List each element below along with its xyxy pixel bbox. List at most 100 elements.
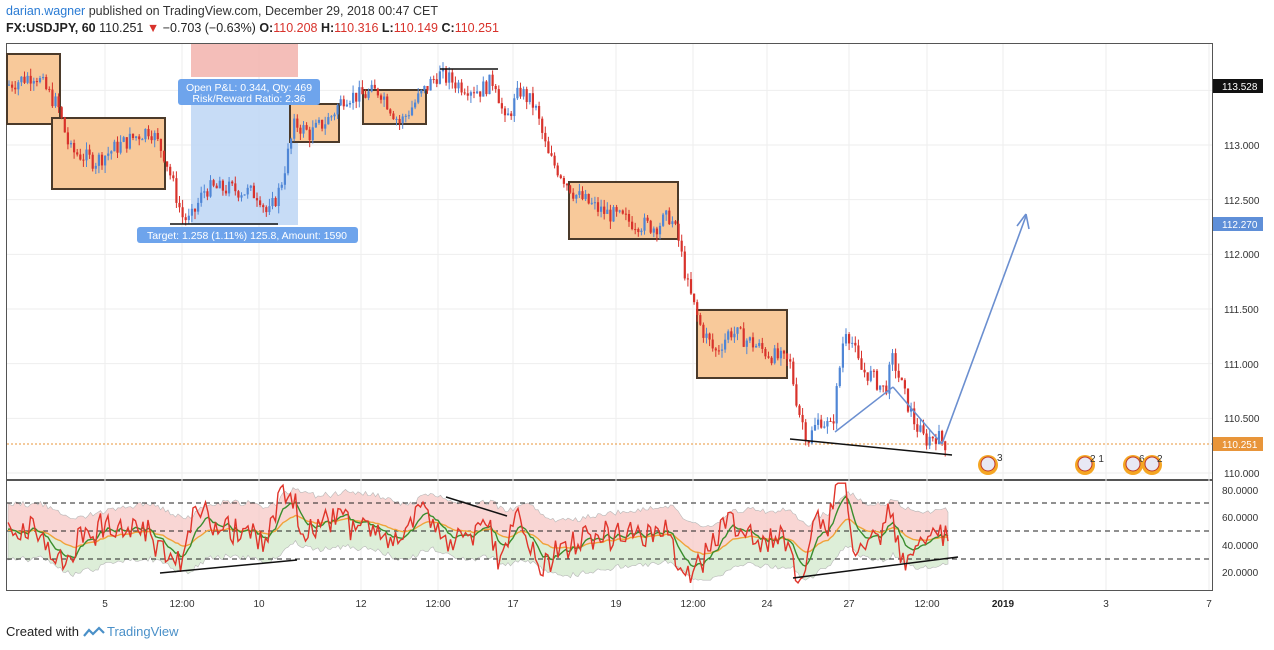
symbol-name[interactable]: FX:USDJPY, 60 — [6, 21, 96, 35]
candle-body — [138, 136, 141, 140]
candle-body — [764, 348, 767, 357]
candle-body — [383, 96, 386, 100]
candle-body — [888, 364, 891, 394]
candle-body — [603, 206, 606, 214]
candle-body — [624, 213, 627, 215]
candle-body — [507, 113, 510, 116]
candle-body — [916, 424, 919, 432]
candle-body — [231, 181, 234, 184]
candle-body — [175, 178, 178, 203]
candle-body — [748, 337, 751, 341]
candle-body — [488, 74, 491, 95]
price-badge-target-text: 112.270 — [1222, 220, 1258, 231]
candle-body — [879, 385, 882, 390]
tradingview-brand-link[interactable]: TradingView — [106, 624, 179, 639]
osc-div-line-2[interactable] — [445, 496, 508, 517]
osc-tick: 40.0000 — [1222, 541, 1259, 552]
candle-body — [429, 79, 432, 91]
candle-body — [237, 191, 240, 198]
candle-body — [265, 207, 268, 213]
candle-body — [925, 433, 928, 446]
candle-body — [882, 385, 885, 387]
candle-body — [841, 343, 844, 368]
arrow-head-icon — [1016, 213, 1030, 230]
candle-body — [401, 116, 404, 124]
osc-basis-line — [7, 514, 949, 556]
candle-body — [200, 192, 203, 203]
candle-body — [823, 426, 826, 428]
candle-body — [268, 206, 271, 213]
osc-div-line-3[interactable] — [792, 556, 959, 579]
us-flag-inner — [1077, 456, 1093, 472]
candle-body — [150, 136, 153, 141]
price-axis-ticks: 113.000 112.500 112.000 111.500 111.000 … — [1224, 141, 1260, 480]
candle-body — [510, 113, 513, 117]
candle-body — [228, 181, 231, 194]
candle-body — [513, 98, 516, 117]
author-link[interactable]: darian.wagner — [6, 4, 86, 18]
candle-body — [187, 215, 190, 221]
close-label: C: — [441, 21, 455, 35]
candle-body — [243, 194, 246, 196]
osc-div-line-1[interactable] — [159, 559, 298, 574]
path-line-1[interactable] — [834, 386, 894, 433]
candle-body — [162, 150, 166, 162]
candle-body — [714, 348, 717, 351]
candle-body — [206, 191, 209, 197]
candle-body — [469, 92, 472, 96]
candle-body — [699, 315, 702, 325]
candle-body — [166, 161, 169, 167]
pl-label-bg — [178, 79, 320, 105]
candle-body — [525, 89, 528, 103]
candle-body — [767, 356, 770, 358]
candle-body — [776, 348, 779, 359]
candle-body — [758, 343, 761, 346]
projection-arrow[interactable] — [941, 215, 1027, 445]
candle-body — [550, 153, 553, 156]
candle-body — [674, 221, 677, 224]
time-tick: 12:00 — [914, 599, 939, 610]
candle-body — [562, 178, 565, 184]
candle-body — [249, 185, 252, 188]
event-count-3: 6 — [1139, 454, 1145, 465]
candle-body — [522, 89, 525, 97]
candle-body — [280, 184, 283, 188]
candle-body — [296, 118, 299, 128]
time-tick: 17 — [507, 599, 519, 610]
candle-body — [786, 353, 789, 360]
box-6[interactable] — [696, 309, 788, 379]
published-text: published on TradingView.com, December 2… — [88, 4, 438, 18]
candle-body — [928, 436, 931, 446]
candle-body — [141, 139, 144, 141]
candle-body — [934, 438, 937, 445]
price-tick: 112.500 — [1224, 196, 1260, 207]
candle-body — [575, 194, 578, 199]
candle-body — [60, 107, 63, 118]
candle-body — [500, 103, 503, 109]
candle-body — [122, 137, 125, 142]
candle-body — [193, 208, 197, 212]
candle-body — [317, 119, 321, 123]
candle-body — [178, 202, 181, 208]
path-line-2[interactable] — [892, 386, 943, 445]
osc-tick: 60.0000 — [1222, 513, 1259, 524]
candle-body — [894, 353, 897, 371]
candle-body — [221, 180, 224, 191]
candle-body — [197, 202, 200, 212]
price-badge-target — [1213, 217, 1263, 231]
support-trend-line[interactable] — [789, 438, 953, 456]
candle-body — [761, 343, 764, 349]
candle-body — [159, 139, 162, 151]
candle-body — [739, 327, 742, 329]
candle-body — [215, 185, 218, 189]
us-flag-inner — [980, 456, 996, 472]
candle-body — [866, 372, 869, 381]
time-tick: 7 — [1206, 599, 1212, 610]
candle-body — [345, 104, 348, 107]
candle-body — [352, 92, 355, 104]
candle-body — [686, 278, 689, 280]
time-tick: 10 — [253, 599, 265, 610]
candle-body — [708, 333, 711, 340]
candle-body — [147, 128, 150, 137]
